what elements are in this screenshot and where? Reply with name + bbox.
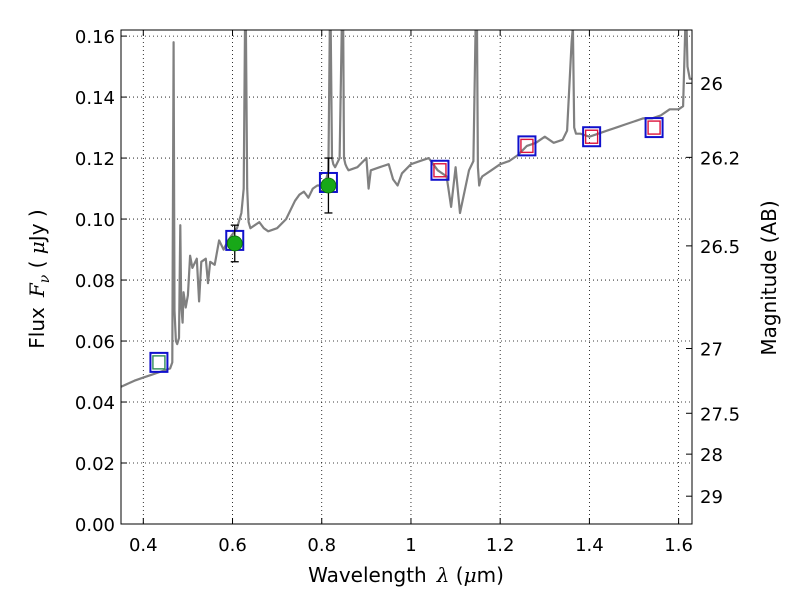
x-tick-label: 1.2 bbox=[486, 535, 515, 556]
x-axis-label-text: Wavelength bbox=[308, 563, 427, 587]
observed-point bbox=[226, 235, 243, 252]
x-tick-label: 0.4 bbox=[129, 535, 158, 556]
y-axis-label-symbol: F bbox=[25, 282, 49, 298]
y-tick-label: 0.04 bbox=[75, 393, 115, 414]
plot-frame bbox=[120, 29, 693, 525]
y-tick-label: 0.02 bbox=[75, 454, 115, 475]
x-axis-label-unit-open: ( bbox=[449, 563, 463, 587]
x-axis-label: Wavelength λ (μm) bbox=[308, 563, 504, 587]
series-layer bbox=[121, 30, 692, 388]
model-photometry-inner-box bbox=[520, 138, 534, 154]
y-tick-label: 0.00 bbox=[75, 515, 115, 536]
x-axis-label-symbol: λ bbox=[436, 563, 450, 587]
marker-layer bbox=[149, 117, 664, 373]
model-photometry-inner-box bbox=[433, 163, 447, 178]
x-tick-label: 1.4 bbox=[575, 535, 604, 556]
model-photometry-box bbox=[149, 351, 169, 373]
y2-tick-label: 27 bbox=[700, 340, 723, 361]
y-axis-label-subscript: ν bbox=[37, 274, 53, 283]
y-axis-label-unit-open: ( bbox=[25, 254, 49, 275]
y2-tick-label: 28 bbox=[700, 445, 723, 466]
y2-tick-label: 26.2 bbox=[700, 148, 740, 169]
x-tick-label: 1 bbox=[405, 535, 416, 556]
y2-tick-label: 29 bbox=[700, 487, 723, 508]
y2-tick-label: 26.5 bbox=[700, 237, 740, 258]
model-photometry-inner-box bbox=[152, 355, 166, 370]
x-axis-label-unit-rest: m) bbox=[477, 563, 504, 587]
y-tick-label: 0.16 bbox=[75, 27, 115, 48]
y-axis-label: Flux Fν ( μJy ) bbox=[25, 209, 53, 348]
axes-layer: 0.4 0.6 0.8 1 1.2 1.4 1.6 0.00 0.02 0.04 0.06 0.08 0… bbox=[75, 27, 740, 556]
y-axis-label-unit-mu: μ bbox=[25, 241, 49, 254]
observed-point bbox=[320, 177, 337, 194]
model-photometry-inner-box bbox=[647, 120, 661, 135]
x-tick-label: 1.6 bbox=[664, 535, 693, 556]
model-photometry-box bbox=[430, 159, 450, 181]
x-tick-label: 0.6 bbox=[218, 535, 247, 556]
model-sed-line bbox=[121, 30, 692, 388]
y2-axis-label: Magnitude (AB) bbox=[757, 200, 781, 355]
y2-tick-label: 26 bbox=[700, 74, 723, 95]
model-photometry-box bbox=[517, 135, 537, 157]
y-tick-label: 0.06 bbox=[75, 332, 115, 353]
y-axis-label-text: Flux bbox=[25, 307, 49, 349]
y-axis-label-unit-rest: Jy ) bbox=[25, 209, 49, 243]
y-tick-label: 0.12 bbox=[75, 149, 115, 170]
model-photometry-box bbox=[644, 117, 664, 139]
y-tick-label: 0.14 bbox=[75, 88, 115, 109]
y-tick-label: 0.08 bbox=[75, 271, 115, 292]
model-photometry-inner-box bbox=[584, 129, 599, 144]
model-photometry-box bbox=[582, 126, 602, 148]
x-tick-label: 0.8 bbox=[307, 535, 336, 556]
y-tick-label: 0.10 bbox=[75, 210, 115, 231]
x-axis-label-unit-mu: μ bbox=[464, 563, 477, 587]
y2-tick-label: 27.5 bbox=[700, 404, 740, 425]
